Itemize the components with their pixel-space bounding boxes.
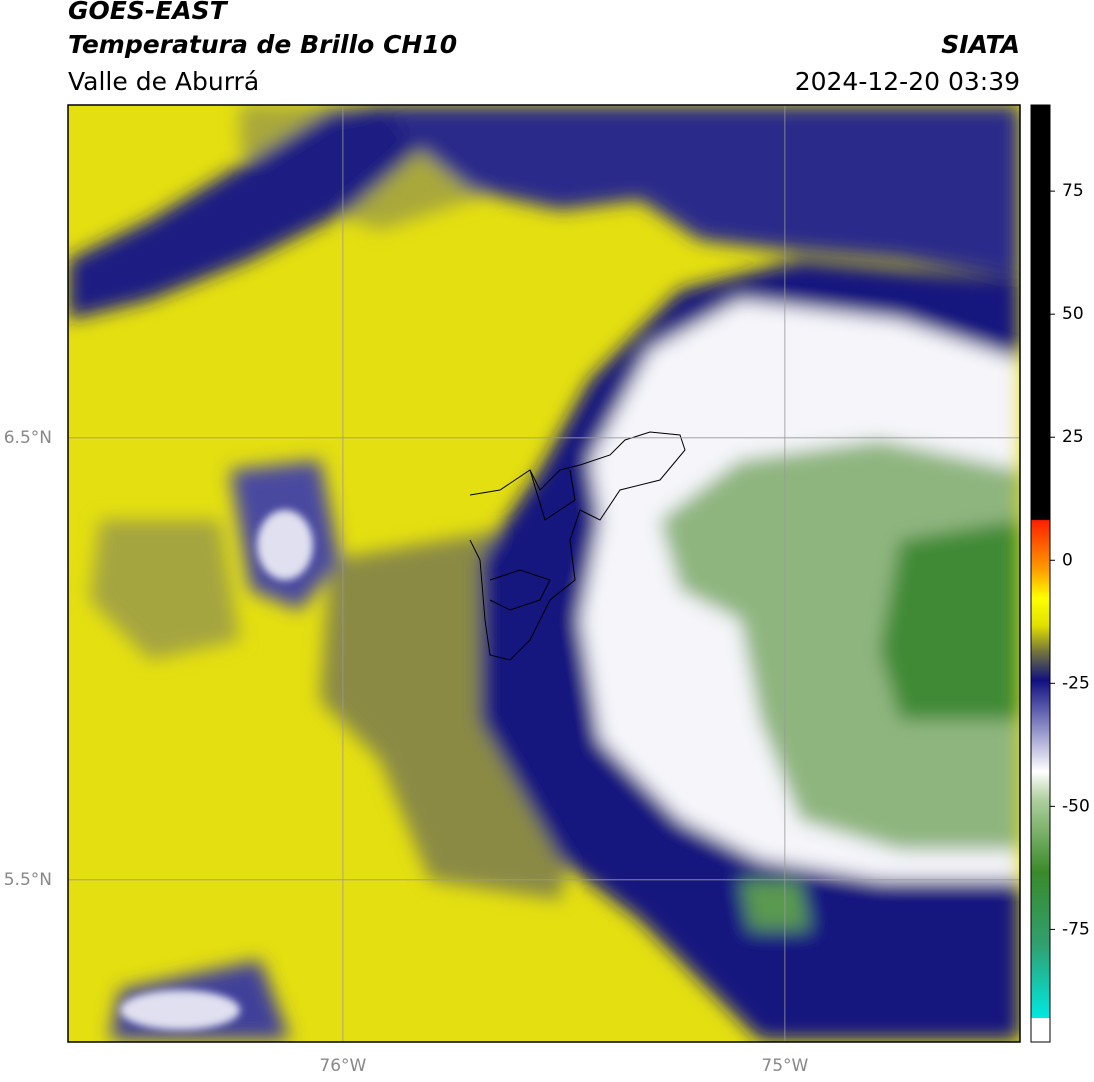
colorbar-tick-label: 25 [1062,427,1084,447]
datetime: 2024-12-20 03:39 [795,67,1020,96]
lat-label: 5.5°N [4,870,52,890]
colorbar-tick-label: 50 [1062,304,1084,324]
colorbar-tick-label: -50 [1062,796,1090,816]
colorbar-extension [1031,1018,1050,1042]
lat-label: 6.5°N [4,428,52,448]
colorbar-tick-label: 0 [1062,550,1073,570]
colorbar-tick-label: 75 [1062,181,1084,201]
map-frame [67,104,1021,1043]
subtitle: Temperatura de Brillo CH10 [68,30,457,59]
region: Valle de Aburrá [68,67,259,96]
lon-label: 76°W [319,1056,366,1076]
colorbar-frame [1030,104,1051,1043]
title: GOES-EAST [68,0,229,25]
colorbar [1031,105,1050,1018]
colorbar-tick-label: -25 [1062,673,1090,693]
colorbar-tick-label: -75 [1062,919,1090,939]
lon-label: 75°W [761,1056,808,1076]
source: SIATA [941,30,1020,59]
satellite-image [68,105,1020,1042]
